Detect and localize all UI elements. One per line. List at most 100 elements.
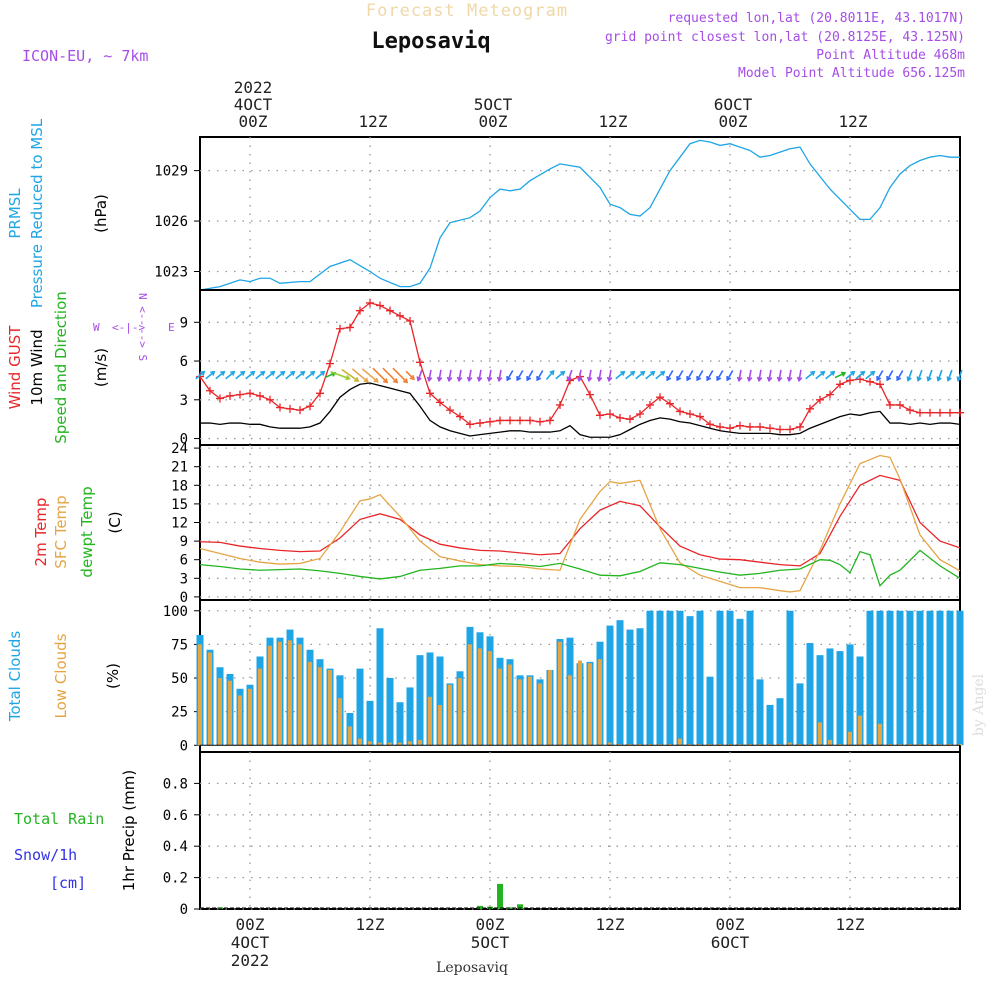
gust-marker [526,416,534,425]
wind-arrow-head [446,376,453,383]
wind-arrow-head [796,376,803,383]
wind-arrow [736,369,743,383]
bar-total-clouds [846,644,854,746]
bar-total-clouds [756,679,764,746]
wind-arrow [596,369,603,383]
gust-marker [776,425,784,434]
wind-arrow-head [382,378,389,384]
wind-arrow-head [250,370,256,376]
model-label: ICON-EU, ~ 7km [22,47,148,65]
wind-arrow-shaft [706,370,714,381]
wind-arrow-shaft [458,369,462,381]
wind-arrow-head [300,370,306,376]
gust-marker [756,422,764,431]
bar-low-clouds [678,738,682,746]
bar-total-clouds [856,656,864,746]
gust-marker [646,400,654,409]
bar-low-clouds [348,726,352,746]
wind-arrow-shaft [758,369,762,381]
gust-marker [436,398,444,407]
time-label-hour: 00Z [479,112,508,131]
wind-arrow-shaft [738,369,742,381]
wind-arrow [615,370,626,380]
wind-arrow-head [676,375,682,382]
bar-total-clouds [786,610,794,746]
bar-low-clouds [888,743,892,746]
wind-arrow [676,370,684,382]
gust-marker [666,399,674,408]
wind-arrow-shaft [265,371,275,380]
wind-arrow-shaft [205,371,215,380]
bar-low-clouds [718,743,722,746]
panels: 1023 1026 1029 PRMSL Pressure Reduced to MSL… [6,118,964,918]
wind-arrow [766,369,773,383]
wind-arrow [726,370,734,382]
bar-low-clouds [418,739,422,746]
wind-arrow-shaft [324,372,336,379]
wind-arrow [466,369,473,383]
watermark: by Angel [971,673,987,736]
wind-arrow-shaft [285,371,295,380]
bar-total-clouds [696,610,704,746]
y-axis-label: Low Clouds [52,633,70,718]
wind-arrow-head [280,370,286,376]
wind-arrow-shaft [716,370,724,381]
bar-low-clouds [688,743,692,746]
wind-arrow-shaft [392,367,408,383]
wind-arrow-head [620,370,626,376]
gust-marker [596,411,604,420]
bar-low-clouds [308,661,312,746]
gust-marker [396,311,404,320]
bar-total-clouds [886,610,894,746]
bar-low-clouds [278,641,282,746]
wind-arrow [886,370,894,382]
bar-low-clouds [258,668,262,746]
wind-arrow-shaft [506,370,514,381]
gust-marker [306,402,314,411]
wind-arrow [295,370,306,380]
wind-arrow-head [586,376,593,383]
wind-arrow-head [706,375,712,382]
bar-low-clouds [318,667,322,746]
wind-arrow-head [906,376,912,382]
wind-arrow-head [230,370,236,376]
footer-location: Leposaviq [436,960,508,976]
wind-arrow-shaft [855,371,865,380]
y-tick-label: 1023 [154,265,188,281]
bar-total-clouds [906,610,914,746]
y-tick-label: 1026 [154,214,188,230]
wind-arrow-head [210,370,216,376]
wind-arrow [635,370,646,380]
bar-low-clouds [448,684,452,746]
wind-arrow-shaft [372,367,388,383]
panel-frame [199,751,961,910]
gust-marker [876,380,884,389]
bar-low-clouds [838,743,842,746]
bar-low-clouds [268,645,272,746]
wind-arrow-head [860,370,866,376]
model-altitude: Model Point Altitude 656.125m [738,66,965,81]
wind-arrow-head [640,370,646,376]
time-label-hour: 00Z [236,915,265,934]
wind-arrow-head [596,376,603,383]
wind-arrow-shaft [468,369,472,381]
bar-low-clouds [358,738,362,746]
wind-arrow-shaft [215,371,225,380]
bar-total-clouds [356,668,364,746]
wind-arrow-head [946,376,952,382]
y-axis-label: Total Rain [14,810,104,828]
y-tick-label: 24 [171,441,188,457]
bar-low-clouds [778,743,782,746]
panel-frame [199,289,961,446]
wind-arrow [205,370,216,380]
wind-arrow [746,369,753,383]
bar-low-clouds [608,742,612,746]
wind-arrow-head [896,375,902,382]
wind-arrow-shaft [655,371,665,380]
bar-low-clouds [468,644,472,746]
wind-arrow-shaft [295,371,305,380]
wind-arrow [351,368,369,383]
wind-arrow [315,370,326,380]
wind-arrow [686,370,694,382]
bar-low-clouds [768,743,772,746]
